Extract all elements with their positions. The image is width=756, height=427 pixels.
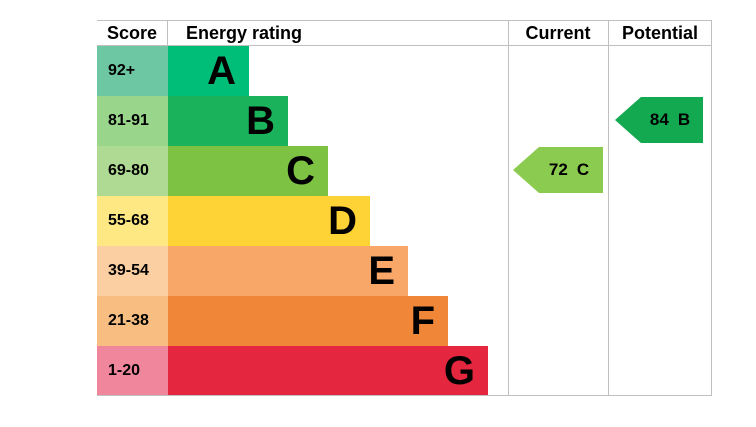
score-range-e: 39-54 (97, 246, 168, 296)
table-top-border (97, 20, 712, 21)
header-bottom-border (97, 45, 712, 46)
potential-rating-value: 84 (649, 110, 669, 129)
band-bar-c: C (168, 146, 328, 196)
current-rating-value: 72 (548, 160, 568, 179)
current-rating-band: C (576, 160, 590, 179)
score-range-c: 69-80 (97, 146, 168, 196)
band-bar-d: D (168, 196, 370, 246)
score-range-a: 92+ (97, 46, 168, 96)
score-range-g: 1-20 (97, 346, 168, 396)
band-row-c: 69-80 C (97, 146, 712, 196)
band-letter-a: A (207, 48, 236, 93)
band-row-a: 92+ A (97, 46, 712, 96)
band-letter-g: G (443, 348, 475, 393)
band-bar-e: E (168, 246, 408, 296)
band-row-g: 1-20 G (97, 346, 712, 396)
band-letter-b: B (246, 98, 275, 143)
band-letter-e: E (368, 248, 395, 293)
table-header-row: Score Energy rating Current Potential (97, 21, 712, 45)
header-energy-rating: Energy rating (186, 23, 303, 43)
band-bar-a: A (168, 46, 249, 96)
header-score: Score (97, 21, 168, 45)
band-letter-f: F (410, 298, 435, 343)
score-range-b: 81-91 (97, 96, 168, 146)
band-row-d: 55-68 D (97, 196, 712, 246)
rating-table: Score Energy rating Current Potential 92… (97, 20, 712, 396)
band-letter-d: D (328, 198, 357, 243)
potential-rating-band: B (677, 110, 691, 129)
score-range-f: 21-38 (97, 296, 168, 346)
band-row-e: 39-54 E (97, 246, 712, 296)
band-bar-b: B (168, 96, 288, 146)
band-row-f: 21-38 F (97, 296, 712, 346)
table-right-border (711, 20, 712, 396)
band-rows: 92+ A 81-91 B 69-80 C 55-68 D 39-54 E 21… (97, 46, 712, 396)
band-bar-g: G (168, 346, 488, 396)
score-range-d: 55-68 (97, 196, 168, 246)
potential-column-divider (608, 20, 609, 396)
band-row-b: 81-91 B (97, 96, 712, 146)
current-column-divider (508, 20, 509, 396)
band-bar-f: F (168, 296, 448, 346)
header-potential: Potential (621, 23, 698, 43)
header-current: Current (525, 23, 591, 43)
band-letter-c: C (286, 148, 315, 193)
table-bottom-border (97, 395, 712, 396)
